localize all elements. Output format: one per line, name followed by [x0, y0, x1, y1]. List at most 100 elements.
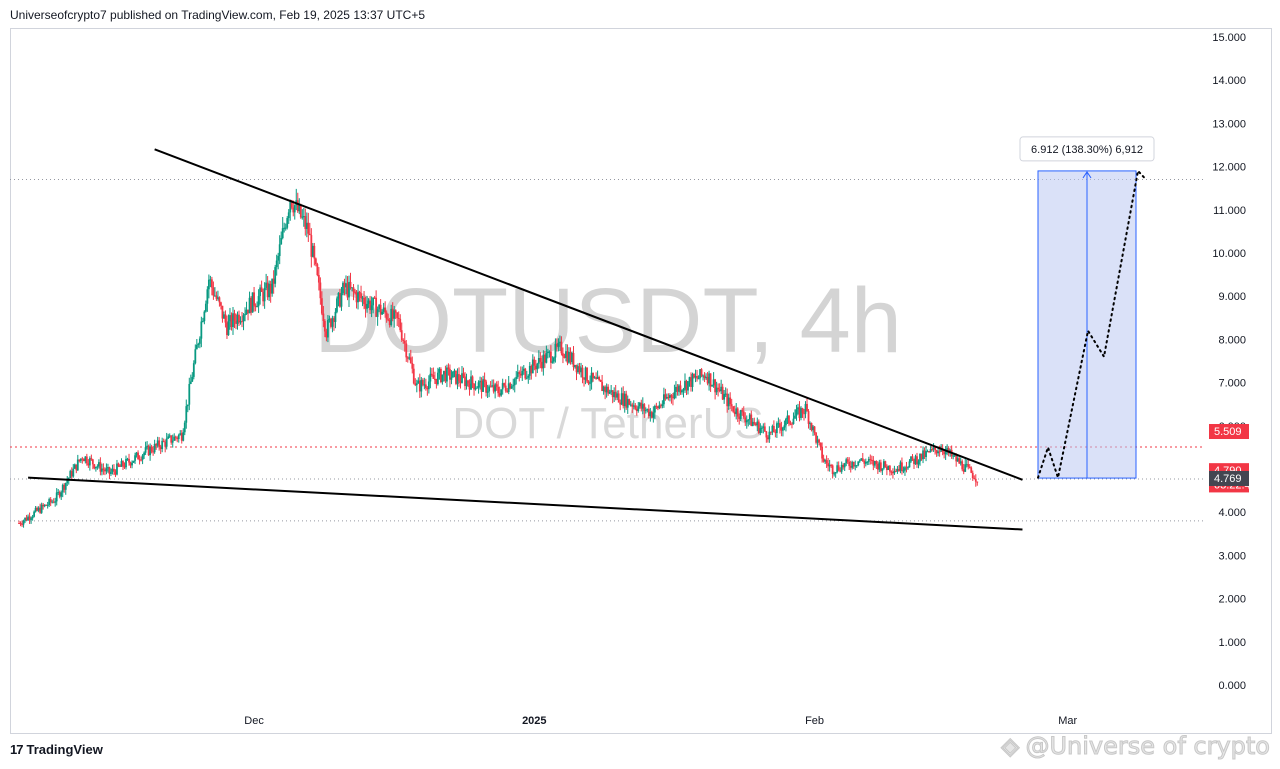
candle-body	[438, 368, 441, 373]
candle-body	[678, 385, 680, 392]
candle-body	[892, 471, 894, 474]
candle-body	[217, 297, 219, 299]
candle-body	[580, 367, 582, 373]
candle-body	[904, 467, 906, 471]
candle-body	[641, 404, 644, 409]
y-tick-label: 7.000	[1218, 378, 1246, 390]
candle-body	[99, 462, 102, 472]
candle-body	[351, 287, 353, 289]
candle-body	[307, 222, 310, 234]
candle-body	[155, 443, 158, 446]
y-tick-label: 4.000	[1218, 507, 1246, 519]
candle-body	[566, 351, 569, 363]
candle-body	[840, 464, 843, 472]
candle-body	[242, 315, 245, 322]
candle-body	[381, 311, 384, 315]
candle-body	[763, 426, 766, 432]
candle-body	[253, 292, 255, 306]
candle-body	[39, 507, 42, 513]
candle-body	[944, 450, 947, 455]
candle-body	[560, 341, 563, 354]
chart-frame[interactable]	[10, 28, 1272, 734]
candle-body	[592, 372, 594, 379]
candle-body	[421, 379, 424, 385]
candle-body	[842, 464, 845, 468]
candle-body	[577, 366, 579, 373]
candle-body	[974, 478, 977, 482]
candle-body	[720, 386, 723, 392]
candle-body	[559, 341, 561, 343]
candle-body	[504, 385, 507, 391]
candle-body	[485, 381, 488, 393]
candle-body	[777, 423, 780, 425]
candle-body	[468, 383, 471, 390]
candle-body	[405, 343, 408, 358]
candle-body	[197, 343, 200, 345]
candle-body	[227, 321, 230, 336]
candle-body	[200, 321, 203, 339]
candle-body	[337, 292, 340, 299]
candle-body	[411, 363, 414, 369]
candle-body	[736, 408, 739, 417]
candle-body	[533, 359, 536, 366]
candle-body	[385, 312, 388, 320]
candle-body	[465, 380, 468, 387]
candle-body	[664, 394, 667, 399]
candle-body	[899, 462, 902, 472]
candle-body	[168, 435, 171, 437]
candle-body	[263, 287, 266, 302]
candle-body	[747, 419, 750, 421]
candle-body	[212, 287, 215, 296]
candle-body	[85, 456, 88, 464]
candle-body	[545, 353, 548, 363]
candle-body	[568, 352, 570, 363]
candle-body	[491, 385, 494, 387]
candle-body	[885, 466, 888, 471]
candle-body	[215, 295, 218, 299]
candle-body	[239, 321, 242, 323]
y-tick-label: 2.000	[1218, 594, 1246, 606]
candle-body	[399, 318, 402, 331]
candle-body	[756, 421, 759, 426]
candle-body	[578, 366, 581, 373]
x-tick-label: Dec	[244, 715, 264, 727]
candle-body	[236, 314, 239, 324]
candle-body	[575, 364, 578, 373]
candle-body	[102, 468, 105, 470]
candle-body	[729, 397, 732, 405]
candle-body	[922, 450, 924, 460]
candle-body	[134, 455, 136, 461]
candle-body	[224, 314, 227, 323]
candle-body	[284, 227, 287, 229]
tradingview-logo[interactable]: 17 TradingView	[10, 742, 103, 757]
candle-body	[116, 463, 118, 475]
candle-body	[709, 373, 712, 387]
candle-body	[828, 464, 831, 467]
y-tick-label: 12.000	[1212, 162, 1246, 174]
candle-body	[733, 411, 736, 415]
candle-body	[452, 371, 454, 378]
candle-body	[427, 381, 430, 390]
candle-body	[120, 461, 123, 467]
candle-body	[959, 461, 962, 464]
candle-body	[229, 315, 231, 322]
candle-body	[681, 390, 683, 393]
candle-body	[965, 464, 968, 466]
candle-body	[748, 414, 751, 420]
candle-body	[415, 383, 418, 386]
candle-body	[66, 480, 69, 484]
candle-body	[370, 305, 373, 311]
candle-body	[30, 518, 32, 520]
y-tick-label: 15.000	[1212, 32, 1246, 44]
candle-body	[721, 386, 724, 400]
candle-body	[851, 461, 854, 468]
candle-body	[141, 455, 144, 460]
candle-body	[794, 415, 796, 419]
candle-body	[301, 216, 304, 218]
candle-body	[964, 464, 967, 472]
candle-body	[932, 447, 935, 450]
candle-body	[119, 465, 121, 467]
candle-body	[198, 338, 201, 344]
y-tick-label: 1.000	[1218, 637, 1246, 649]
